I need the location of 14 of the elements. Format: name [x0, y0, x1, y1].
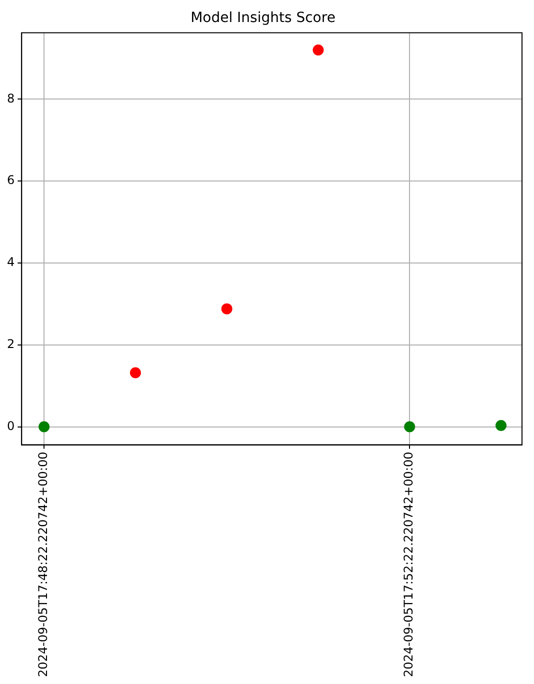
chart-title: Model Insights Score	[190, 10, 336, 26]
point	[496, 420, 507, 432]
point	[312, 44, 324, 56]
x-tick-label: 2024-09-05T17:52:22.220742+00:00	[402, 452, 416, 678]
x-tick-label: 2024-09-05T17:48:22.220742+00:00	[36, 452, 50, 678]
y-tick-label: 2	[6, 336, 15, 351]
y-tick-label: 0	[6, 418, 15, 433]
y-tick-label: 6	[6, 173, 15, 188]
y-tick-label: 8	[6, 91, 15, 106]
point	[130, 367, 141, 378]
point	[38, 421, 50, 432]
y-tick-label: 4	[6, 255, 15, 270]
point	[221, 303, 232, 314]
point	[404, 421, 416, 432]
